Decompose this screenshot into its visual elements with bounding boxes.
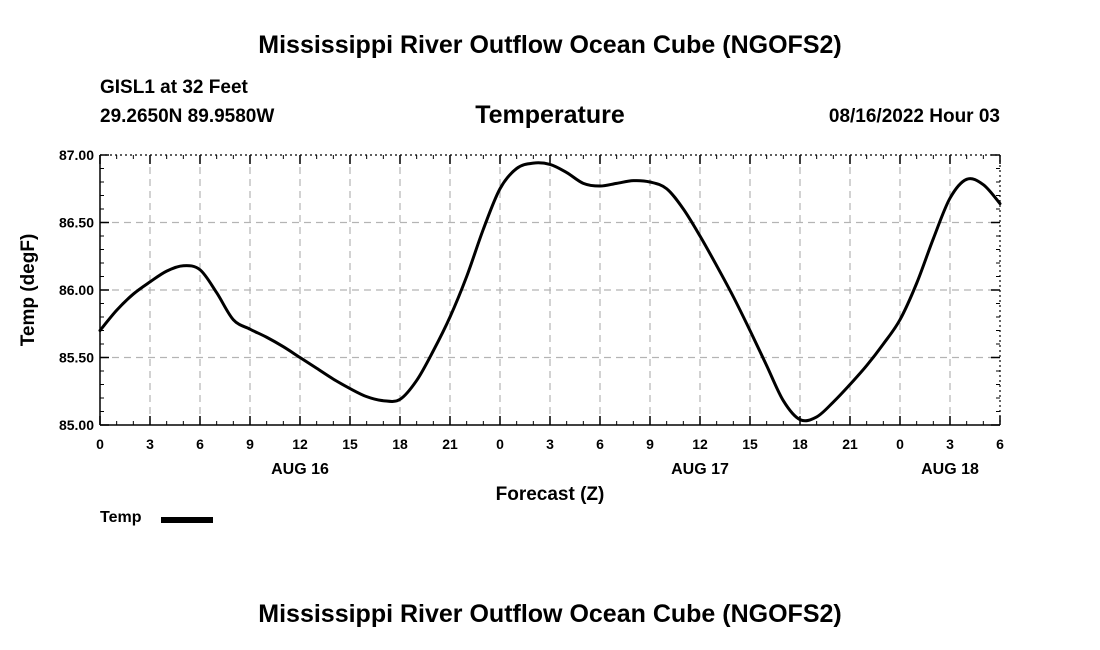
- x-date-label: AUG 16: [271, 461, 329, 478]
- x-tick-label: 12: [692, 436, 708, 452]
- x-date-label: AUG 18: [921, 461, 979, 478]
- x-axis-title: Forecast (Z): [496, 484, 605, 505]
- x-tick-label: 21: [842, 436, 858, 452]
- x-tick-label: 9: [646, 436, 654, 452]
- y-axis-title: Temp (degF): [18, 234, 39, 347]
- x-tick-label: 9: [246, 436, 254, 452]
- x-tick-label: 0: [896, 436, 904, 452]
- main-title: Mississippi River Outflow Ocean Cube (NG…: [258, 31, 842, 59]
- x-tick-label: 3: [946, 436, 954, 452]
- x-tick-label: 0: [96, 436, 104, 452]
- chart-title: Temperature: [475, 101, 625, 129]
- legend-label: Temp: [100, 509, 142, 526]
- x-date-label: AUG 17: [671, 461, 729, 478]
- x-tick-label: 18: [792, 436, 808, 452]
- x-tick-label: 15: [742, 436, 758, 452]
- x-tick-label: 21: [442, 436, 458, 452]
- x-tick-label: 6: [196, 436, 204, 452]
- footer-title: Mississippi River Outflow Ocean Cube (NG…: [258, 600, 842, 628]
- x-tick-label: 0: [496, 436, 504, 452]
- y-tick-label: 86.00: [59, 282, 94, 298]
- x-tick-label: 3: [546, 436, 554, 452]
- y-tick-label: 86.50: [59, 215, 94, 231]
- x-tick-label: 6: [996, 436, 1004, 452]
- legend-line-swatch: [161, 517, 213, 523]
- x-tick-label: 15: [342, 436, 358, 452]
- y-tick-label: 85.00: [59, 417, 94, 433]
- x-tick-label: 3: [146, 436, 154, 452]
- station-label: GISL1 at 32 Feet: [100, 77, 248, 98]
- y-tick-label: 87.00: [59, 147, 94, 163]
- forecast-date: 08/16/2022 Hour 03: [828, 106, 1000, 127]
- x-tick-label: 18: [392, 436, 408, 452]
- coordinates-label: 29.2650N 89.9580W: [100, 106, 275, 127]
- temp-series-line: [98, 161, 1002, 423]
- y-tick-label: 85.50: [59, 350, 94, 366]
- x-tick-label: 6: [596, 436, 604, 452]
- x-tick-label: 12: [292, 436, 308, 452]
